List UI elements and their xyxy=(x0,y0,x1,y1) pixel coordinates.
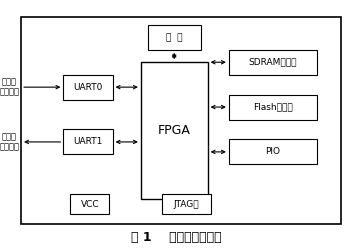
Bar xyxy=(229,139,317,164)
Text: JTAG口: JTAG口 xyxy=(174,200,199,209)
Bar xyxy=(229,50,317,75)
Text: UART1: UART1 xyxy=(73,137,103,146)
Bar xyxy=(162,194,211,214)
Bar xyxy=(21,17,341,224)
Text: 图 1    控制单元结构图: 图 1 控制单元结构图 xyxy=(131,231,221,244)
Text: PIO: PIO xyxy=(265,147,280,156)
Text: 下位机
输入信号: 下位机 输入信号 xyxy=(0,132,19,152)
Bar xyxy=(63,75,113,100)
Text: Flash存储器: Flash存储器 xyxy=(253,103,293,112)
Text: 上位机
输入信号: 上位机 输入信号 xyxy=(0,77,19,97)
Text: VCC: VCC xyxy=(81,200,99,209)
Text: SDRAM存储器: SDRAM存储器 xyxy=(249,58,297,67)
Bar xyxy=(63,129,113,154)
Bar xyxy=(141,62,208,199)
Bar xyxy=(148,25,201,50)
Text: UART0: UART0 xyxy=(73,83,103,92)
Text: FPGA: FPGA xyxy=(158,124,191,137)
Bar xyxy=(70,194,109,214)
Text: 晋  振: 晋 振 xyxy=(166,33,182,42)
Bar xyxy=(229,95,317,120)
